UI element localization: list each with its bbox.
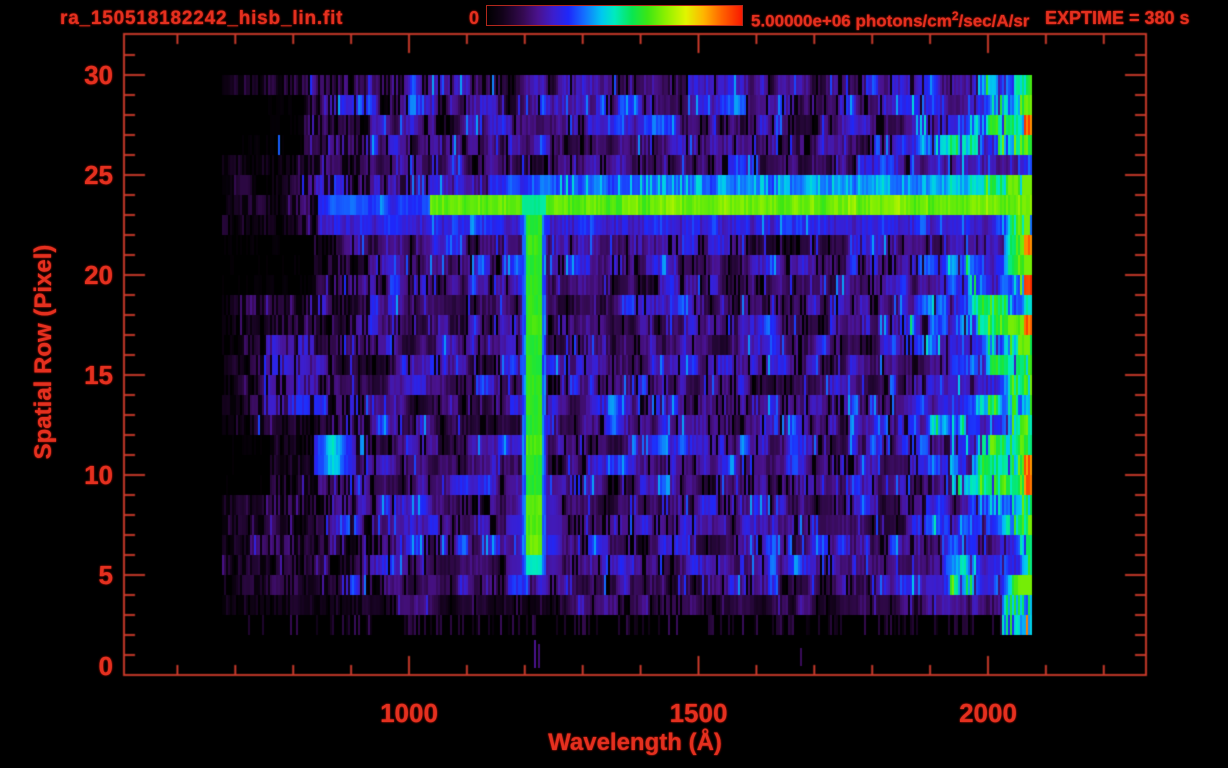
colorbar-gradient bbox=[486, 5, 743, 26]
x-tick-label: 2000 bbox=[959, 698, 1017, 728]
exposure-time-label: EXPTIME = 380 s bbox=[1045, 8, 1190, 28]
y-tick-label: 30 bbox=[84, 60, 113, 90]
x-tick-label: 1500 bbox=[669, 698, 728, 728]
flux-units: photons/cm bbox=[855, 11, 952, 31]
flux-value: 5.00000e+06 bbox=[751, 11, 851, 31]
colorbar-max-flux-label: 5.00000e+06 photons/cm2/sec/A/sr bbox=[751, 9, 1029, 32]
flux-units-suffix: /sec/A/sr bbox=[958, 11, 1030, 31]
plot-title: ra_150518182242_hisb_lin.fit bbox=[60, 8, 344, 29]
spectrogram-heatmap bbox=[125, 35, 1145, 674]
y-tick-label: 20 bbox=[84, 260, 113, 290]
colorbar-min-label: 0 bbox=[468, 8, 479, 28]
y-tick-label: 10 bbox=[84, 460, 113, 490]
y-axis-title-text: Spatial Row (Pixel) bbox=[30, 244, 57, 460]
y-tick-label: 15 bbox=[84, 360, 113, 390]
flux-units-superscript: 2 bbox=[951, 9, 959, 23]
y-tick-label: 25 bbox=[84, 160, 113, 190]
y-tick-label: 5 bbox=[98, 560, 113, 590]
x-axis-title: Wavelength (Å) bbox=[548, 729, 722, 756]
x-tick-label: 1000 bbox=[380, 698, 438, 728]
y-tick-label: 0 bbox=[98, 651, 113, 681]
